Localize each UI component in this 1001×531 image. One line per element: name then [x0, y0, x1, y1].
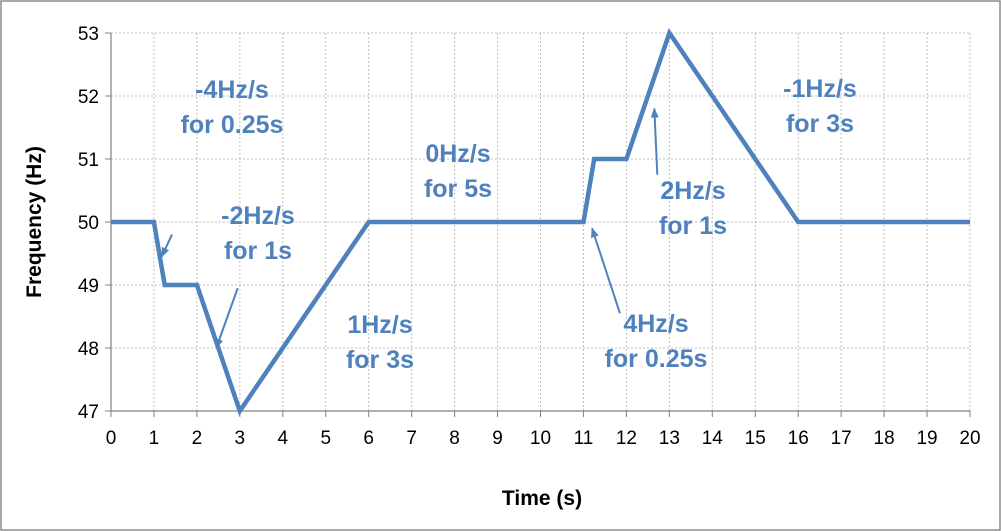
annotation-arrow [591, 227, 621, 314]
rate-annotation: -4Hz/s for 0.25s [181, 76, 284, 139]
x-tick-label: 12 [616, 428, 637, 449]
annotation-arrow [650, 107, 659, 175]
x-tick-label: 1 [149, 428, 160, 449]
x-tick-label: 13 [659, 428, 680, 449]
x-tick-label: 16 [788, 428, 809, 449]
y-tick-label: 53 [78, 24, 99, 45]
x-tick-label: 10 [530, 428, 551, 449]
rate-annotation: -2Hz/s for 1s [221, 202, 295, 265]
rate-annotation: -1Hz/s for 3s [783, 75, 857, 138]
rate-annotation: 4Hz/s for 0.25s [605, 310, 708, 373]
x-tick-label: 14 [702, 428, 724, 449]
x-tick-label: 4 [278, 428, 289, 449]
y-tick-label: 50 [78, 213, 99, 234]
annotations: -4Hz/s for 0.25s -2Hz/s for 1s 1Hz/s for 3s 0H… [160, 75, 857, 374]
x-tick-label: 7 [406, 428, 417, 449]
x-tick-label: 9 [492, 428, 503, 449]
x-tick-label: 3 [235, 428, 246, 449]
x-tick-label: 18 [874, 428, 895, 449]
x-tick-label: 11 [574, 428, 594, 449]
frequency-series-line [111, 28, 970, 416]
series [111, 28, 970, 416]
rate-annotation: 1Hz/s for 3s [346, 311, 414, 374]
y-tick-label: 52 [78, 87, 99, 108]
x-axis-title: Time (s) [502, 487, 582, 510]
annotation-arrow [160, 234, 173, 258]
x-tick-label: 8 [449, 428, 460, 449]
y-tick-label: 51 [78, 150, 99, 171]
x-tick-label: 5 [320, 428, 331, 449]
x-tick-label: 17 [831, 428, 852, 449]
axes [105, 32, 971, 417]
x-tick-label: 0 [106, 428, 117, 449]
x-tick-label: 2 [192, 428, 203, 449]
y-axis-title: Frequency (Hz) [23, 146, 46, 298]
y-tick-label: 48 [78, 339, 99, 360]
rate-annotation: 2Hz/s for 1s [659, 177, 727, 240]
y-tick-label: 49 [78, 276, 99, 297]
x-tick-label: 19 [916, 428, 937, 449]
x-tick-label: 20 [959, 428, 980, 449]
annotation-arrow [215, 287, 239, 349]
y-tick-label: 47 [78, 402, 99, 423]
x-tick-label: 15 [745, 428, 766, 449]
x-tick-label: 6 [363, 428, 374, 449]
rate-annotation: 0Hz/s for 5s [424, 140, 492, 203]
